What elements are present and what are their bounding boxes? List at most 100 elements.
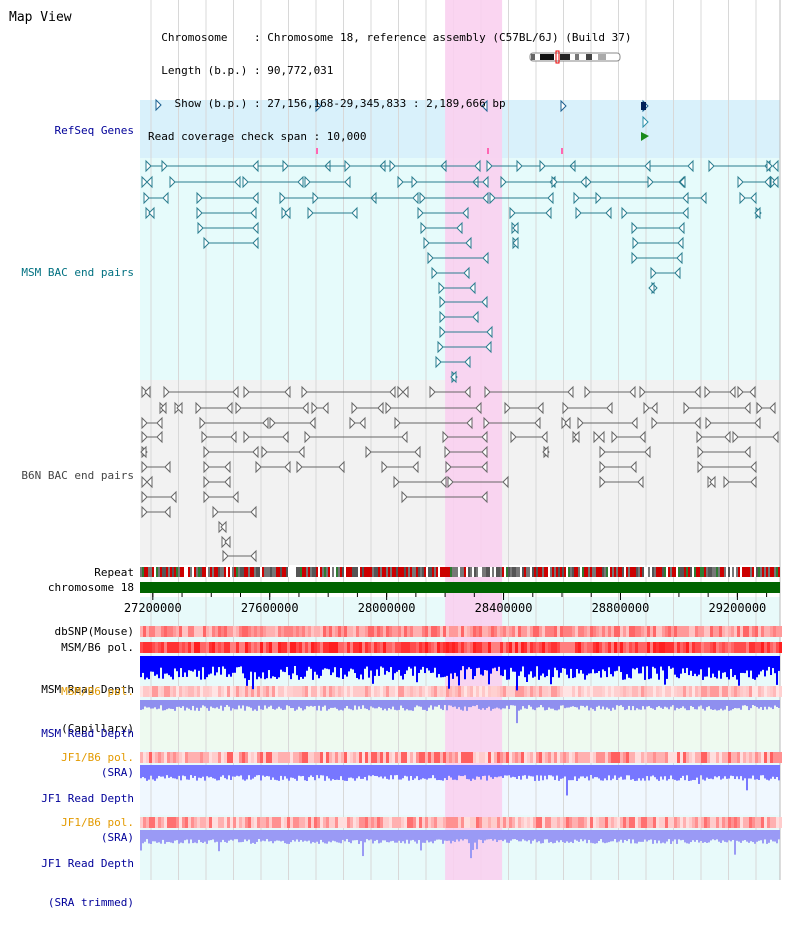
msm-sra-depth-bar — [258, 700, 260, 706]
jf1-b6-pol2-strip-cell — [503, 817, 506, 828]
msm-capillary-depth-bar — [644, 656, 646, 680]
dbsnp-strip-cell — [353, 626, 356, 637]
repeat-segment — [736, 567, 738, 577]
jf1-b6-pol-strip-cell — [311, 752, 314, 763]
msm-depth-sra-label[interactable]: MSM Read Depth (SRA) — [4, 701, 134, 805]
msm-capillary-depth-bar — [664, 656, 666, 685]
repeat-segment — [442, 567, 444, 577]
jf1-b6-pol2-strip-cell — [569, 817, 572, 828]
jf1-b6-pol-strip-cell — [305, 752, 308, 763]
msm-b6-pol-2-label[interactable]: MSM/B6 pol. — [61, 685, 134, 698]
b6n-bac-pair-13-start — [195, 401, 202, 415]
msm-b6-pol2-strip-cell — [542, 686, 545, 697]
repeat-segment — [230, 567, 232, 577]
msm-sra-depth-bar — [384, 700, 386, 709]
msm-b6-pol-strip-cell — [179, 642, 182, 653]
jf1-trimmed-depth-bar — [534, 830, 536, 840]
msm-sra-depth-bar — [578, 700, 580, 710]
b6n-bac-label[interactable]: B6N BAC end pairs — [21, 469, 134, 482]
msm-sra-depth-bar — [380, 700, 382, 708]
repeat-segment — [560, 567, 562, 577]
msm-b6-pol2-strip-cell — [632, 686, 635, 697]
msm-bac-label[interactable]: MSM BAC end pairs — [21, 266, 134, 279]
msm-b6-pol-strip-cell — [494, 642, 497, 653]
msm-sra-depth-bar — [350, 700, 352, 710]
jf1-sra-depth-bar — [776, 765, 778, 778]
msm-sra-depth-bar — [772, 700, 774, 710]
jf1-b6-pol2-strip-cell — [284, 817, 287, 828]
repeat-segment — [644, 567, 646, 577]
jf1-trimmed-depth-bar — [292, 830, 294, 841]
msm-bac-pair-19-end — [679, 175, 686, 189]
b6n-bac-pair-34-start — [201, 430, 208, 444]
repeat-segment — [244, 567, 246, 577]
jf1-trimmed-depth-bar — [458, 830, 460, 842]
jf1-sra-depth-bar — [230, 765, 232, 780]
msm-b6-pol-strip-cell — [143, 642, 146, 653]
dbsnp-label[interactable]: dbSNP(Mouse) — [54, 625, 134, 638]
msm-capillary-depth-bar — [328, 656, 330, 670]
jf1-b6-pol2-strip-cell — [413, 817, 416, 828]
repeat-segment — [748, 567, 750, 577]
msm-sra-depth-bar — [744, 700, 746, 706]
jf1-sra-depth-bar — [276, 765, 278, 781]
genome-track-canvas[interactable]: 27200000 27600000 28000000 28400000 28800000… — [0, 0, 800, 880]
msm-capillary-depth-bar — [320, 656, 322, 676]
jf1-b6-pol2-strip-cell — [179, 817, 182, 828]
jf1-b6-pol-label[interactable]: JF1/B6 pol. — [61, 751, 134, 764]
repeat-segment — [618, 567, 620, 577]
jf1-sra-depth-bar — [610, 765, 612, 781]
msm-capillary-depth-bar — [538, 656, 540, 680]
msm-capillary-depth-bar — [422, 656, 424, 667]
msm-depth-capillary-label[interactable]: MSM Read Depth (Capillary) — [4, 657, 134, 761]
msm-sra-depth-bar — [564, 700, 566, 709]
b6n-bac-pair-16-start — [351, 401, 358, 415]
msm-capillary-depth-bar — [480, 656, 482, 675]
jf1-b6-pol-strip-cell — [209, 752, 212, 763]
msm-b6-pol-label[interactable]: MSM/B6 pol. — [61, 641, 134, 654]
jf1-b6-pol2-strip-cell — [350, 817, 353, 828]
msm-capillary-depth-bar — [324, 656, 326, 669]
jf1-trimmed-depth-bar — [594, 830, 596, 844]
jf1-depth-trimmed-label[interactable]: JF1 Read Depth (SRA trimmed) — [4, 831, 134, 935]
msm-capillary-depth-bar — [378, 656, 380, 676]
msm-sra-depth-bar — [292, 700, 294, 709]
msm-b6-pol2-strip-cell — [449, 686, 452, 697]
dbsnp-strip-cell — [695, 626, 698, 637]
jf1-b6-pol2-strip-cell — [557, 817, 560, 828]
repeat-segment — [768, 567, 770, 577]
jf1-sra-depth-bar — [762, 765, 764, 776]
jf1-sra-depth-bar — [242, 765, 244, 780]
dbsnp-strip-cell — [731, 626, 734, 637]
repeat-segment — [414, 567, 416, 577]
jf1-trimmed-depth-bar — [546, 830, 548, 840]
jf1-b6-pol-strip-cell — [245, 752, 248, 763]
jf1-b6-pol2-strip-cell — [398, 817, 401, 828]
jf1-b6-pol-strip-cell — [560, 752, 563, 763]
dbsnp-strip-cell — [500, 626, 503, 637]
jf1-b6-pol2-strip-cell — [500, 817, 503, 828]
msm-capillary-depth-bar — [738, 656, 740, 686]
jf1-sra-depth-bar — [182, 765, 184, 776]
dbsnp-strip-cell — [209, 626, 212, 637]
msm-b6-pol-strip-cell — [320, 642, 323, 653]
jf1-depth-sra-label[interactable]: JF1 Read Depth (SRA) — [4, 766, 134, 870]
jf1-sra-depth-bar — [354, 765, 356, 781]
repeat-segment — [732, 567, 734, 577]
refseq-label[interactable]: RefSeq Genes — [54, 124, 134, 137]
msm-b6-pol2-strip-cell — [206, 686, 209, 697]
jf1-b6-pol2-strip-cell — [446, 817, 449, 828]
jf1-b6-pol-strip-cell — [368, 752, 371, 763]
repeat-segment — [156, 567, 158, 577]
msm-b6-pol2-strip-cell — [737, 686, 740, 697]
msm-b6-pol-strip-cell — [776, 642, 779, 653]
jf1-trimmed-depth-bar — [430, 830, 432, 842]
msm-sra-depth-bar — [492, 700, 494, 709]
b6n-bac-pair-62-end — [440, 475, 447, 489]
msm-sra-depth-bar — [398, 700, 400, 710]
msm-b6-pol2-strip-cell — [761, 686, 764, 697]
b6n-bac-pair-30-end — [631, 416, 638, 430]
jf1-b6-pol-2-label[interactable]: JF1/B6 pol. — [61, 816, 134, 829]
repeat-segment — [574, 567, 576, 577]
msm-b6-pol-strip-cell — [167, 642, 170, 653]
